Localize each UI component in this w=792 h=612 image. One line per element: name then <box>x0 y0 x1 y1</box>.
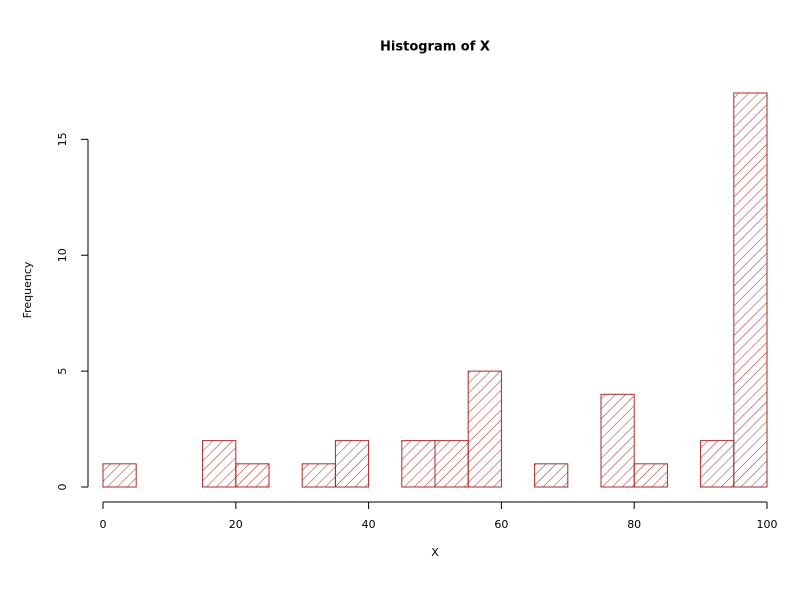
bar <box>301 463 336 488</box>
bar <box>733 92 768 488</box>
bar <box>700 440 735 488</box>
x-tick-label: 80 <box>627 518 641 531</box>
bar <box>534 463 569 488</box>
x-axis-label: X <box>431 546 439 559</box>
x-tick-label: 100 <box>757 518 778 531</box>
bar <box>102 463 137 488</box>
x-tick-label: 20 <box>229 518 243 531</box>
y-axis-label: Frequency <box>21 261 34 318</box>
x-tick-label: 0 <box>100 518 107 531</box>
y-tick-label: 10 <box>56 248 69 262</box>
bar <box>334 440 370 488</box>
bar <box>600 393 635 488</box>
bar <box>467 370 502 488</box>
x-tick-label: 40 <box>362 518 376 531</box>
bar <box>434 440 469 488</box>
chart-title: Histogram of X <box>380 40 490 55</box>
x-tick-label: 60 <box>494 518 508 531</box>
y-tick-label: 0 <box>56 484 69 491</box>
bar <box>401 440 436 488</box>
bar <box>235 463 270 488</box>
y-tick-label: 5 <box>56 368 69 375</box>
bar <box>202 440 237 488</box>
bar <box>633 463 668 488</box>
y-tick-label: 15 <box>56 132 69 146</box>
